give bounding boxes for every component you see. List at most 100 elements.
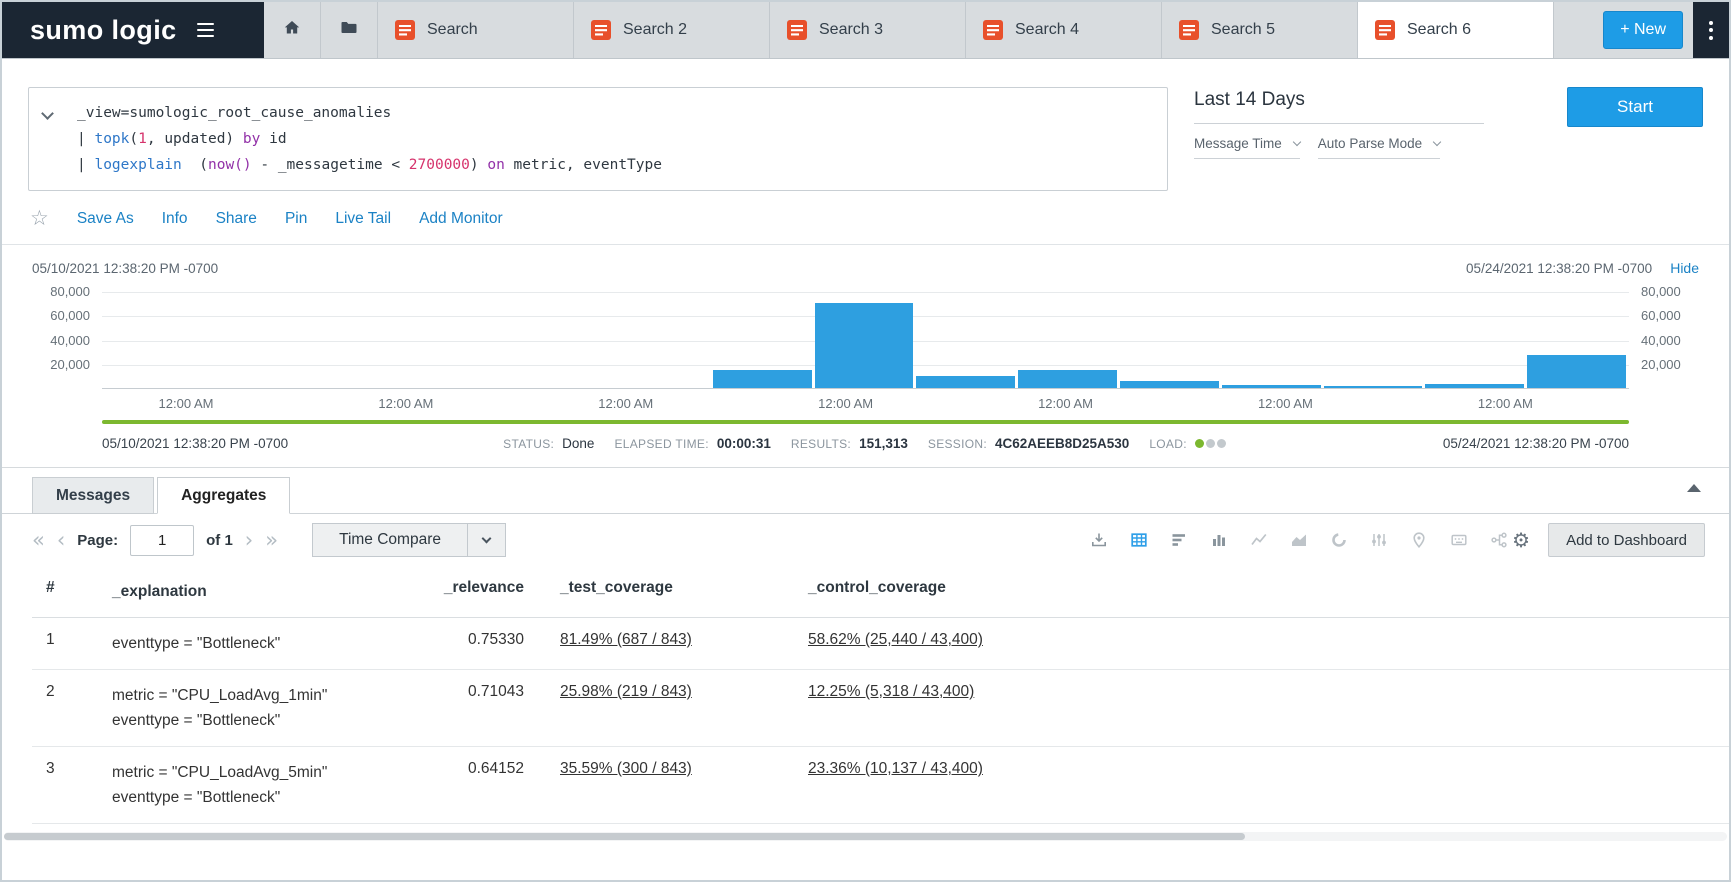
- control-coverage-link[interactable]: 12.25% (5,318 / 43,400): [808, 683, 975, 700]
- chevron-down-icon: [1292, 137, 1302, 147]
- sliders-icon[interactable]: [1370, 531, 1388, 549]
- col-control-coverage[interactable]: _control_coverage: [808, 579, 946, 596]
- x-axis-label: 12:00 AM: [598, 396, 654, 411]
- pagination: « ‹ Page: of 1 › »: [32, 524, 279, 556]
- test-coverage-link[interactable]: 25.98% (219 / 843): [560, 683, 692, 700]
- export-icon[interactable]: [1090, 531, 1108, 549]
- prev-page-icon[interactable]: ‹: [56, 527, 66, 552]
- tab-strip: Search Search 2 Search 3 Search 4 Search…: [264, 2, 1591, 58]
- table-row-1: 1 eventtype = "Bottleneck" 0.75330 81.49% (…: [32, 618, 1729, 670]
- time-range-dropdown[interactable]: Last 14 Days: [1194, 89, 1484, 124]
- page-number-input[interactable]: [130, 524, 195, 556]
- collapse-panel-icon[interactable]: [1687, 484, 1701, 492]
- status-end-time: 05/24/2021 12:38:20 PM -0700: [1442, 436, 1629, 451]
- histogram-bar[interactable]: [1120, 381, 1219, 388]
- search-tab-label: Search 6: [1407, 21, 1472, 38]
- map-icon[interactable]: [1410, 531, 1428, 549]
- last-page-icon[interactable]: »: [265, 527, 279, 552]
- raw-view-icon[interactable]: [1450, 531, 1468, 549]
- pie-chart-icon[interactable]: [1330, 531, 1348, 549]
- parse-mode-dropdown[interactable]: Auto Parse Mode: [1317, 136, 1442, 159]
- search-tab-3[interactable]: Search 3: [770, 2, 966, 58]
- x-axis-label: 12:00 AM: [1257, 396, 1313, 411]
- search-doc-icon: [394, 19, 416, 41]
- home-tab[interactable]: [264, 2, 321, 58]
- app-logo: sumo logic: [2, 2, 264, 58]
- folder-icon: [339, 18, 359, 43]
- row-explanation: metric = "CPU_LoadAvg_5min" eventtype = "…: [112, 764, 328, 806]
- time-compare-button[interactable]: Time Compare: [312, 523, 468, 557]
- hide-chart-link[interactable]: Hide: [1670, 260, 1699, 276]
- action-link-add-monitor[interactable]: Add Monitor: [419, 209, 503, 227]
- action-link-save-as[interactable]: Save As: [76, 209, 134, 227]
- hamburger-menu-icon[interactable]: [196, 22, 214, 38]
- table-view-icon[interactable]: [1130, 531, 1148, 549]
- search-doc-icon: [1374, 19, 1396, 41]
- status-center: STATUS: Done ELAPSED TIME: 00:00:31 RESU…: [503, 436, 1228, 451]
- start-button[interactable]: Start: [1567, 87, 1703, 127]
- search-tab-4[interactable]: Search 4: [966, 2, 1162, 58]
- action-link-share[interactable]: Share: [215, 209, 257, 227]
- col-test-coverage[interactable]: _test_coverage: [560, 579, 673, 596]
- search-tab-2[interactable]: Search 2: [574, 2, 770, 58]
- query-text[interactable]: _view=sumologic_root_cause_anomalies | to…: [77, 105, 662, 173]
- test-coverage-link[interactable]: 81.49% (687 / 843): [560, 631, 692, 648]
- chart-end-time: 05/24/2021 12:38:20 PM -0700: [1466, 260, 1653, 276]
- search-doc-icon: [590, 19, 612, 41]
- add-to-dashboard-button[interactable]: Add to Dashboard: [1548, 523, 1705, 557]
- results-tab-aggregates[interactable]: Aggregates: [157, 477, 291, 514]
- y-axis-label: 80,000: [1641, 284, 1681, 299]
- action-link-info[interactable]: Info: [161, 209, 188, 227]
- col-number[interactable]: #: [46, 579, 55, 596]
- results-tab-messages[interactable]: Messages: [32, 477, 155, 514]
- next-page-icon[interactable]: ›: [244, 527, 254, 552]
- favorite-star-icon[interactable]: ☆: [30, 206, 49, 230]
- histogram-bar[interactable]: [916, 376, 1016, 388]
- y-axis-label: 40,000: [1641, 332, 1681, 348]
- histogram-bar[interactable]: [1221, 385, 1321, 388]
- line-chart-icon[interactable]: [1250, 531, 1268, 549]
- y-axis-label: 60,000: [1641, 308, 1681, 324]
- rows-view-icon[interactable]: [1170, 531, 1188, 549]
- control-coverage-link[interactable]: 23.36% (10,137 / 43,400): [808, 760, 983, 777]
- area-chart-icon[interactable]: [1290, 531, 1308, 549]
- test-coverage-link[interactable]: 35.59% (300 / 843): [560, 760, 692, 777]
- col-explanation[interactable]: _explanation: [112, 583, 207, 600]
- histogram-bar[interactable]: [1018, 370, 1117, 388]
- message-time-dropdown[interactable]: Message Time: [1194, 136, 1302, 159]
- first-page-icon[interactable]: «: [32, 527, 45, 552]
- more-menu-icon[interactable]: [1693, 2, 1729, 58]
- time-compare-dropdown[interactable]: [468, 523, 506, 557]
- search-tab-6[interactable]: Search 6: [1358, 2, 1554, 58]
- chart-dates-row: 05/10/2021 12:38:20 PM -0700 05/24/2021 …: [2, 260, 1729, 276]
- y-axis-label: 20,000: [1641, 356, 1681, 372]
- histogram-bar[interactable]: [814, 303, 914, 388]
- column-chart-icon[interactable]: [1210, 531, 1228, 549]
- query-editor[interactable]: _view=sumologic_root_cause_anomalies | to…: [28, 87, 1168, 191]
- new-button[interactable]: + New: [1603, 11, 1683, 49]
- control-coverage-link[interactable]: 58.62% (25,440 / 43,400): [808, 631, 983, 648]
- aggregates-table: # _explanation _relevance _test_coverage…: [2, 566, 1729, 824]
- search-tab-label: Search 3: [819, 21, 884, 38]
- collapse-query-icon[interactable]: [41, 100, 67, 178]
- results-toolbar: « ‹ Page: of 1 › » Time Compare: [2, 514, 1729, 566]
- action-link-pin[interactable]: Pin: [284, 209, 308, 227]
- flow-icon[interactable]: [1490, 531, 1508, 549]
- histogram-bar[interactable]: [1425, 384, 1525, 388]
- histogram-bar[interactable]: [1323, 386, 1423, 388]
- action-link-live-tail[interactable]: Live Tail: [335, 209, 392, 227]
- scrollbar-thumb[interactable]: [4, 833, 1245, 840]
- search-tab-5[interactable]: Search 5: [1162, 2, 1358, 58]
- search-doc-icon: [1178, 19, 1200, 41]
- x-axis-label: 12:00 AM: [1477, 396, 1533, 411]
- y-axis-label: 20,000: [50, 356, 90, 372]
- search-tab-1[interactable]: Search: [378, 2, 574, 58]
- search-doc-icon: [982, 19, 1004, 41]
- folder-tab[interactable]: [321, 2, 378, 58]
- logo-text: sumo logic: [30, 14, 177, 45]
- gear-icon[interactable]: ⚙: [1512, 528, 1531, 552]
- histogram-bar[interactable]: [1527, 355, 1626, 388]
- histogram-bar[interactable]: [712, 370, 812, 388]
- col-relevance[interactable]: _relevance: [443, 579, 524, 596]
